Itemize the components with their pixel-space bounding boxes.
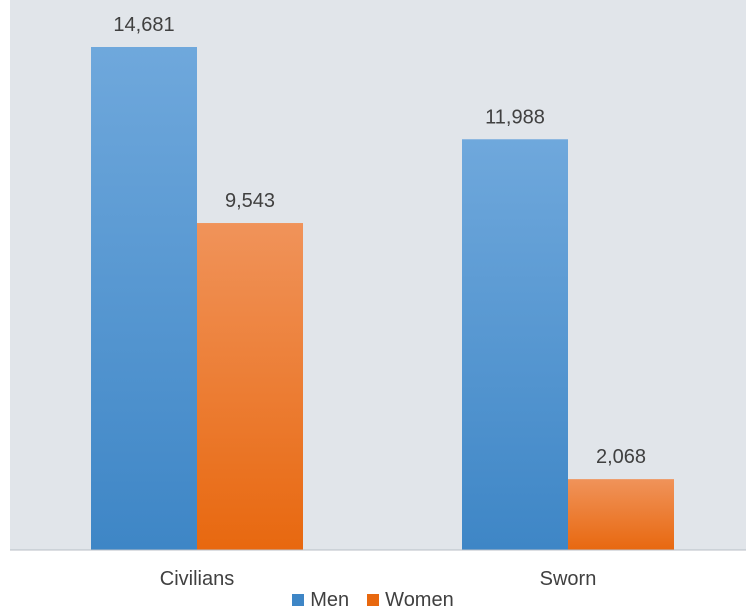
bars-layer: [91, 47, 674, 550]
bar-women-sworn: [568, 479, 674, 550]
bar-women-civilians: [197, 223, 303, 550]
data-label-women-civilians: 9,543: [225, 190, 275, 212]
x-tick-label-civilians: Civilians: [160, 568, 234, 590]
legend-label-women: Women: [385, 588, 454, 611]
legend-item-men: Men: [292, 589, 349, 612]
bar-men-sworn: [462, 139, 568, 550]
legend-swatch-men: [292, 594, 305, 606]
legend: Men Women: [0, 588, 746, 612]
legend-swatch-women: [367, 594, 380, 606]
data-label-men-civilians: 14,681: [113, 14, 174, 36]
x-tick-label-sworn: Sworn: [540, 568, 597, 590]
x-tick-labels-layer: Civilians Sworn: [160, 568, 597, 590]
legend-item-women: Women: [367, 589, 454, 612]
data-label-men-sworn: 11,988: [485, 106, 545, 128]
data-label-women-sworn: 2,068: [596, 446, 646, 468]
data-labels-layer: 14,681 9,543 11,988 2,068: [113, 14, 646, 468]
legend-label-men: Men: [310, 588, 350, 611]
bar-men-civilians: [91, 47, 197, 550]
